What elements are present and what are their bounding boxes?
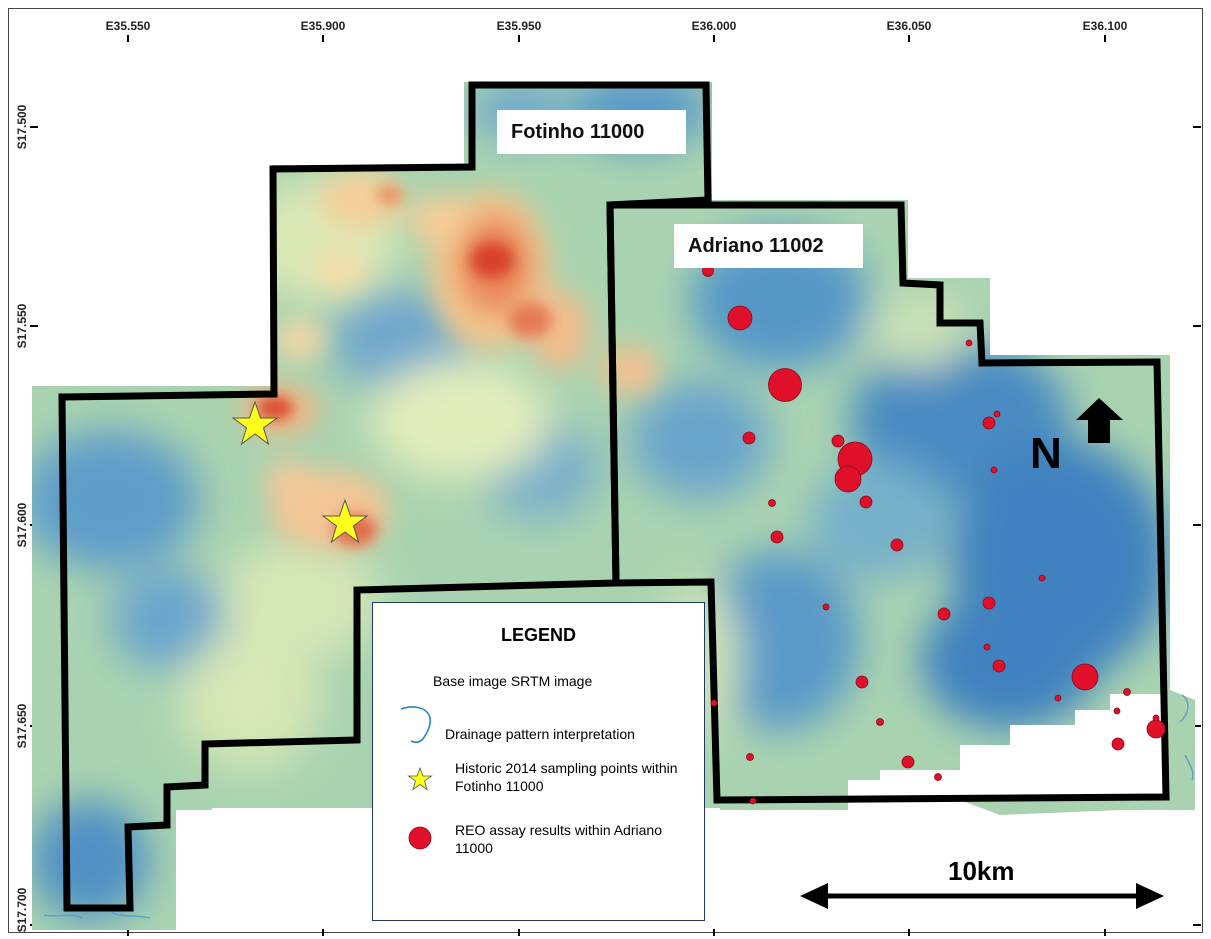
reo-marker	[770, 530, 784, 544]
reo-marker	[982, 596, 996, 610]
reo-marker	[993, 410, 1001, 418]
x-axis-ticks-bottom	[127, 929, 1106, 936]
reo-marker	[1113, 707, 1121, 715]
legend: LEGEND Base image SRTM image Drainage pa…	[372, 602, 705, 921]
reo-marker	[934, 773, 942, 781]
reo-marker	[855, 675, 869, 689]
scale-label: 10km	[948, 856, 1015, 886]
y-axis-label: S17.550	[15, 303, 29, 348]
x-axis-label: E35.950	[497, 19, 542, 33]
reo-assay-markers	[702, 265, 1166, 805]
reo-marker	[1123, 688, 1131, 696]
drainage-line-icon	[400, 706, 432, 744]
reo-marker	[749, 797, 757, 805]
reo-marker	[965, 339, 973, 347]
legend-sampling: Historic 2014 sampling points within Fot…	[455, 760, 678, 794]
sampling-stars	[231, 400, 369, 544]
reo-marker	[834, 465, 862, 493]
reo-marker	[990, 466, 998, 474]
reo-marker	[1152, 714, 1160, 722]
x-axis-labels: E35.550 E35.900 E35.950 E36.000 E36.050 …	[106, 19, 1128, 33]
scale-bar	[800, 883, 1164, 909]
adriano-boundary	[606, 201, 1170, 804]
x-axis-label: E35.900	[301, 19, 346, 33]
x-axis-label: E36.100	[1083, 19, 1128, 33]
reo-marker	[768, 499, 776, 507]
legend-base-image: Base image SRTM image	[433, 673, 593, 689]
y-axis-label: S17.650	[15, 703, 29, 748]
reo-marker	[982, 416, 996, 430]
red-circle-icon	[408, 826, 432, 850]
star-icon	[321, 498, 369, 544]
star-icon	[407, 766, 433, 791]
reo-marker	[992, 659, 1006, 673]
reo-marker	[1071, 663, 1099, 691]
reo-marker	[1054, 694, 1062, 702]
x-axis-label: E35.550	[106, 19, 151, 33]
drainage-lines	[43, 694, 1194, 919]
reo-marker	[768, 368, 802, 402]
reo-marker	[876, 718, 884, 726]
legend-drainage: Drainage pattern interpretation	[445, 726, 635, 742]
reo-marker	[727, 305, 753, 331]
reo-marker	[1038, 574, 1046, 582]
x-axis-ticks	[127, 35, 1106, 42]
y-axis-label: S17.700	[15, 887, 29, 932]
reo-marker	[822, 603, 830, 611]
y-axis-label: S17.600	[15, 502, 29, 547]
tenement-label-fotinho: Fotinho 11000	[497, 110, 686, 154]
x-axis-label: E36.050	[887, 19, 932, 33]
x-axis-label: E36.000	[692, 19, 737, 33]
legend-title: LEGEND	[500, 625, 576, 645]
reo-marker	[742, 431, 756, 445]
reo-marker	[890, 538, 904, 552]
reo-marker	[1146, 719, 1166, 739]
y-axis-label: S17.500	[15, 104, 29, 149]
north-arrow-icon	[1076, 398, 1123, 443]
reo-marker	[746, 753, 754, 761]
reo-marker	[901, 755, 915, 769]
reo-marker	[1111, 737, 1125, 751]
north-label: N	[1030, 429, 1062, 478]
reo-marker	[710, 699, 718, 707]
reo-marker	[937, 607, 951, 621]
reo-marker	[983, 643, 991, 651]
reo-marker	[859, 495, 873, 509]
y-axis-labels: S17.500 S17.550 S17.600 S17.650 S17.700	[15, 104, 29, 932]
fotinho-boundary	[58, 81, 712, 912]
legend-reo: REO assay results within Adriano 11000	[455, 822, 662, 856]
reo-marker	[831, 434, 845, 448]
star-icon	[231, 400, 279, 446]
tenement-label-adriano: Adriano 11002	[674, 224, 863, 268]
